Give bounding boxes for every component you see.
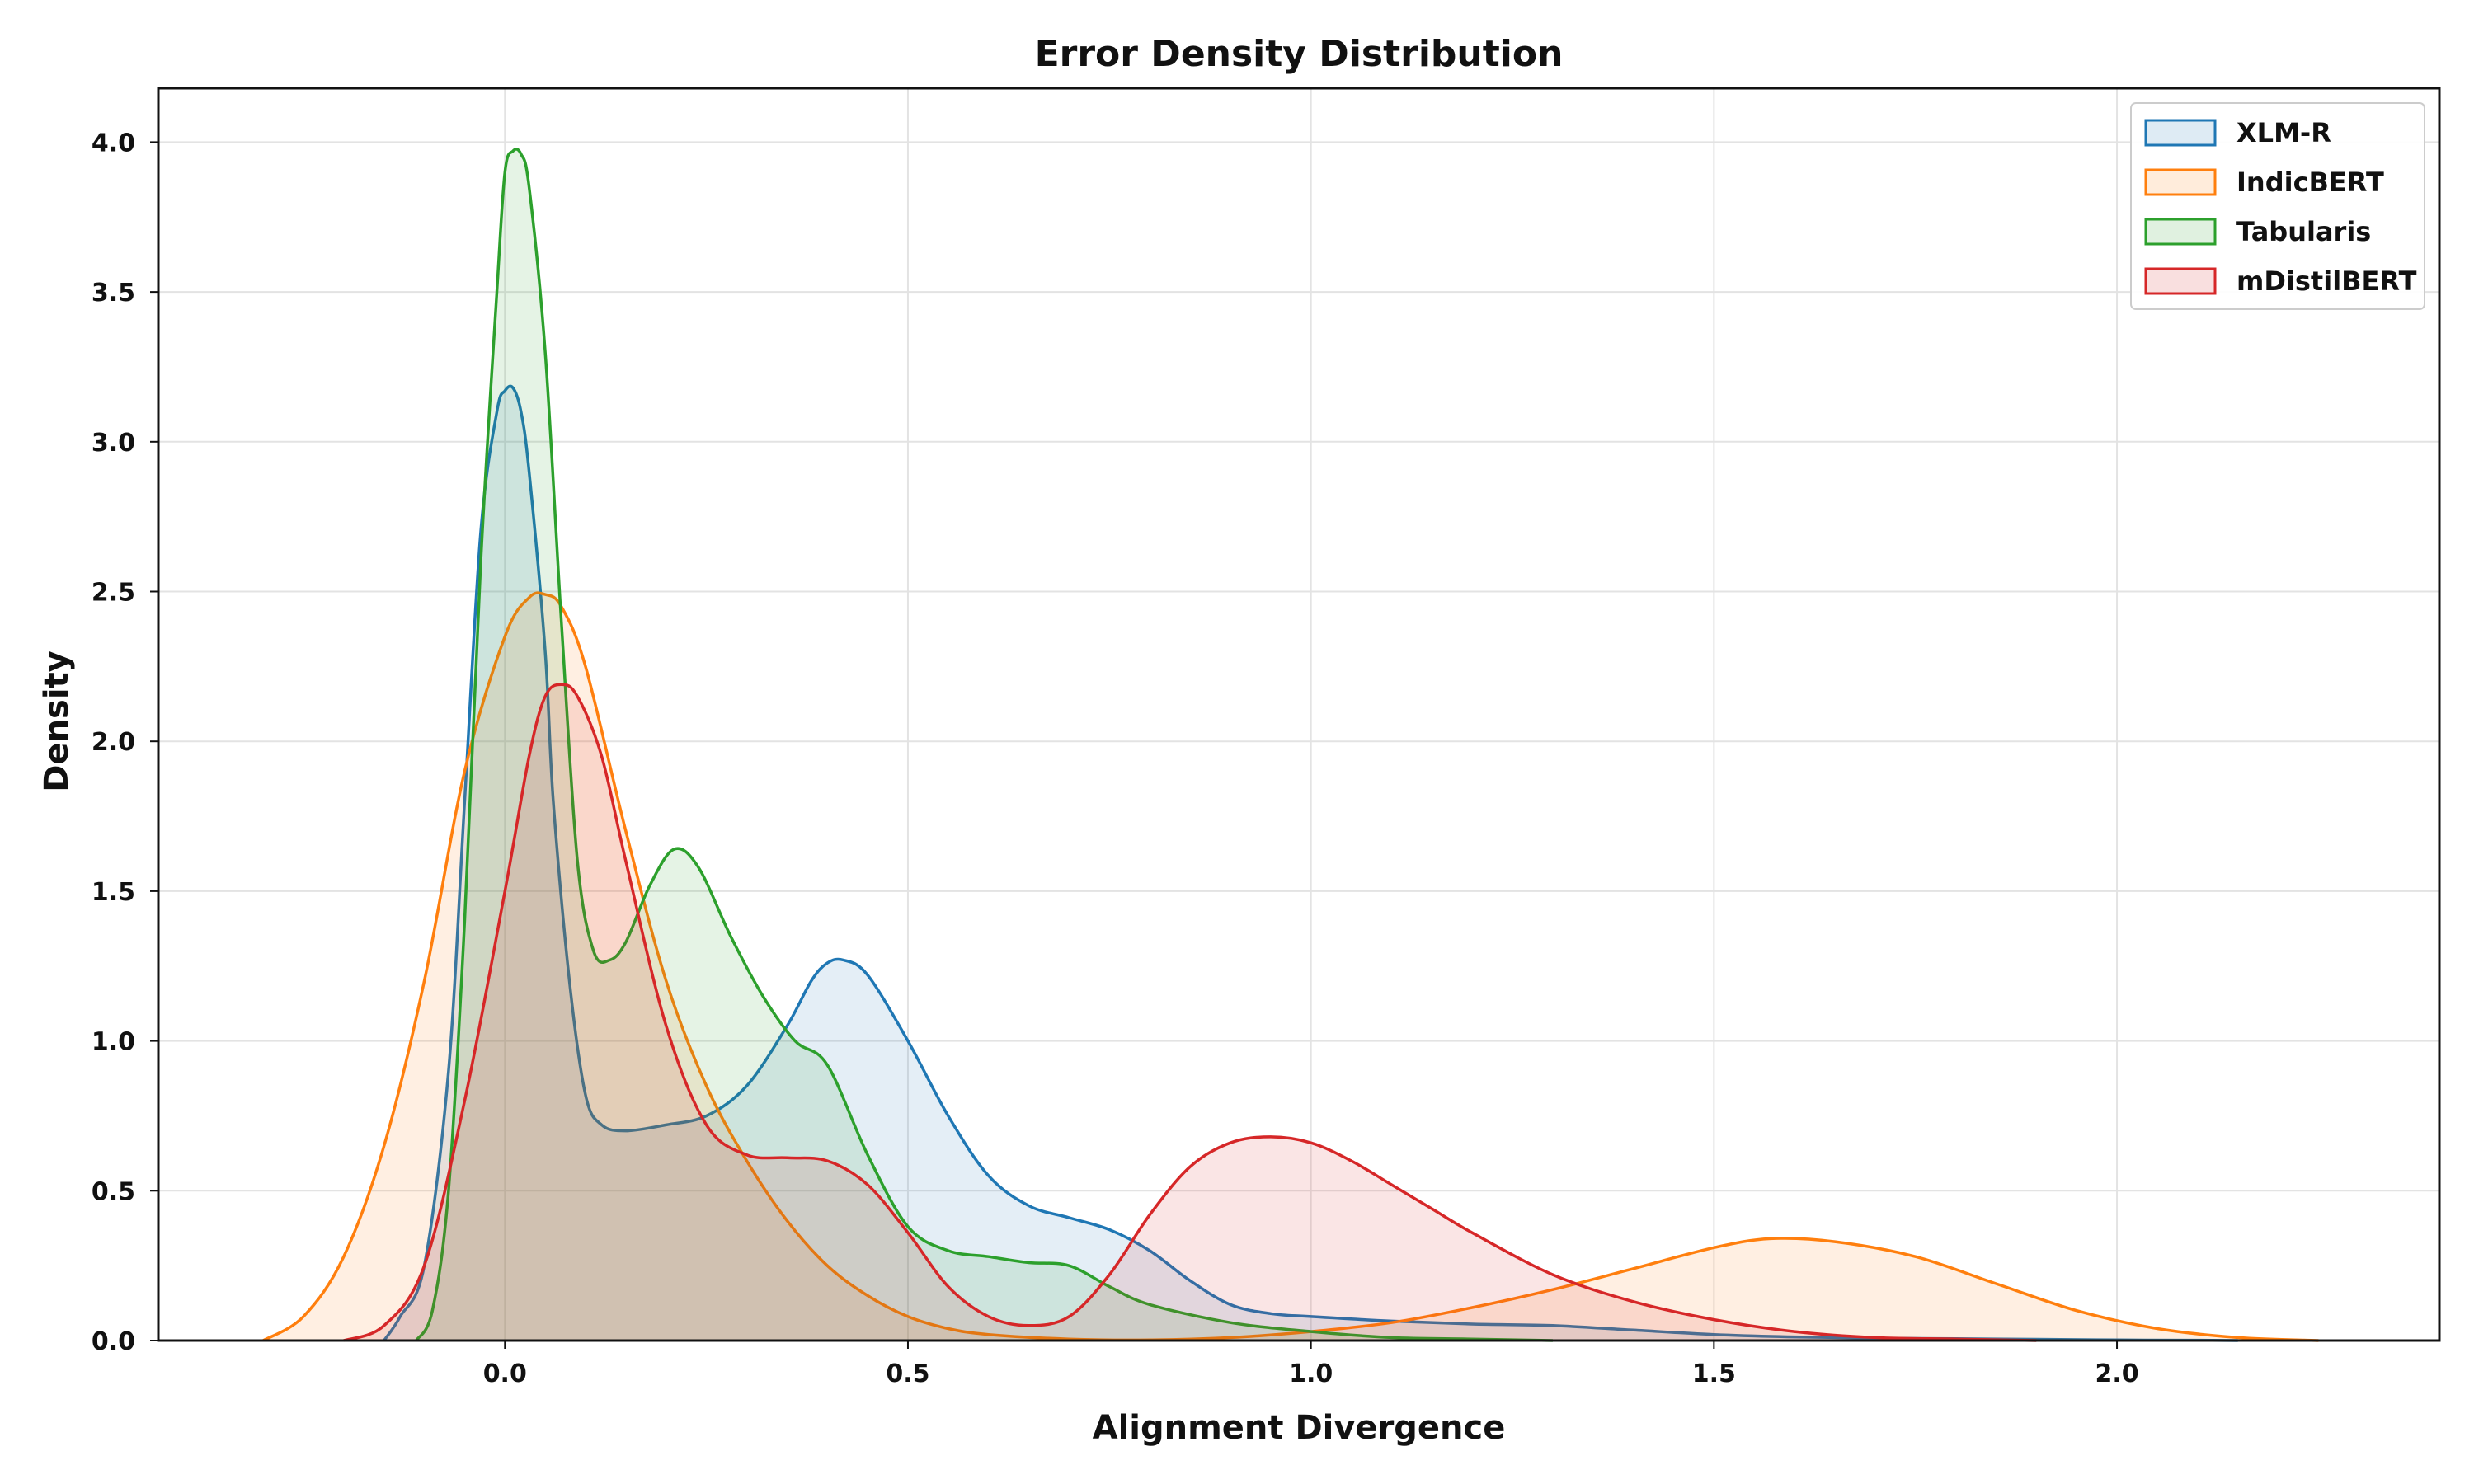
y-axis-ticks: 0.0 0.5 1.0 1.5 2.0 2.5 3.0 3.5 4.0 — [92, 129, 158, 1356]
legend-swatch — [2144, 218, 2217, 246]
legend: XLM-R IndicBERT Tabularis mDistilBERT — [2130, 102, 2425, 310]
legend-swatch — [2144, 267, 2217, 295]
series-line-tabularis — [415, 148, 1553, 1342]
series-line-xlm-r — [383, 384, 2238, 1342]
series-line-mdistilbert — [343, 683, 2037, 1342]
x-tick-label: 0.5 — [886, 1360, 929, 1388]
series-layer — [262, 148, 2319, 1342]
series-area-xlm-r — [383, 386, 2238, 1341]
legend-item-mdistilbert: mDistilBERT — [2144, 265, 2417, 297]
series-area-indicbert — [263, 593, 2319, 1341]
x-axis-label: Alignment Divergence — [1093, 1409, 1506, 1447]
legend-box — [2130, 102, 2425, 310]
x-tick-label: 2.0 — [2095, 1360, 2138, 1388]
plot-frame — [157, 87, 2441, 1342]
legend-label: Tabularis — [2236, 216, 2371, 247]
y-tick-label: 1.5 — [92, 878, 135, 907]
legend-label: XLM-R — [2236, 117, 2331, 148]
chart-title: Error Density Distribution — [1035, 33, 1564, 75]
legend-label: IndicBERT — [2236, 167, 2384, 198]
legend-swatch — [2144, 119, 2217, 147]
legend-label: mDistilBERT — [2236, 265, 2417, 297]
legend-item-xlm-r: XLM-R — [2144, 117, 2331, 148]
y-tick-label: 0.0 — [92, 1327, 135, 1356]
x-axis-ticks: 0.0 0.5 1.0 1.5 2.0 — [483, 1341, 2139, 1388]
x-tick-label: 1.5 — [1692, 1360, 1736, 1388]
y-tick-label: 2.0 — [92, 728, 135, 757]
y-tick-label: 3.0 — [92, 429, 135, 458]
legend-item-tabularis: Tabularis — [2144, 216, 2371, 247]
grid — [158, 88, 2439, 1341]
legend-swatch — [2144, 168, 2217, 196]
legend-item-indicbert: IndicBERT — [2144, 167, 2384, 198]
x-tick-label: 0.0 — [483, 1360, 527, 1388]
y-tick-label: 4.0 — [92, 129, 135, 157]
y-tick-label: 3.5 — [92, 279, 135, 308]
series-area-mdistilbert — [343, 684, 2037, 1341]
y-axis-label: Density — [38, 650, 76, 792]
y-tick-label: 1.0 — [92, 1028, 135, 1057]
series-line-indicbert — [262, 591, 2319, 1342]
y-tick-label: 2.5 — [92, 579, 135, 608]
x-tick-label: 1.0 — [1289, 1360, 1333, 1388]
y-tick-label: 0.5 — [92, 1177, 135, 1206]
series-area-tabularis — [416, 148, 1553, 1341]
